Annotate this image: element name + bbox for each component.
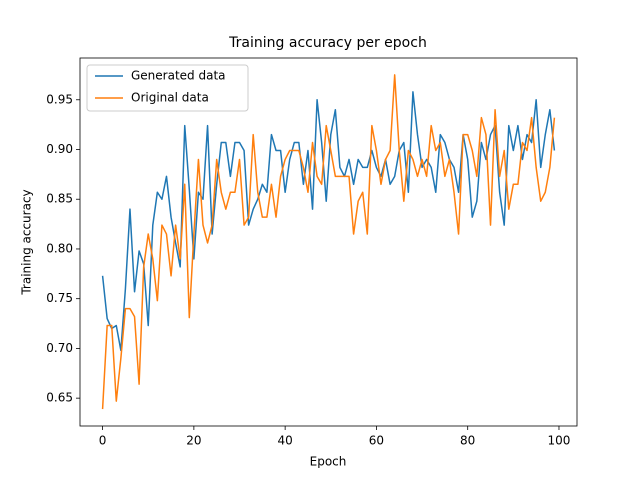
y-tick-label: 0.95	[46, 92, 73, 106]
x-tick-label: 60	[369, 434, 384, 448]
axes-frame	[79, 57, 578, 427]
legend-label: Generated data	[131, 69, 226, 83]
y-axis-label: Training accuracy	[20, 189, 34, 295]
x-tick-label: 0	[99, 434, 107, 448]
x-axis-label: Epoch	[310, 455, 347, 469]
chart-title: Training accuracy per epoch	[228, 35, 427, 51]
x-tick-label: 20	[186, 434, 201, 448]
series-line	[101, 74, 556, 410]
y-tick-label: 0.75	[46, 291, 73, 305]
legend-box	[86, 64, 249, 112]
y-tick-label: 0.80	[46, 241, 73, 255]
x-tick-label: 100	[548, 434, 571, 448]
series-line	[101, 91, 556, 352]
legend-label: Original data	[131, 91, 209, 105]
y-tick-label: 0.90	[46, 142, 73, 156]
y-tick-label: 0.70	[46, 341, 73, 355]
x-tick-label: 80	[460, 434, 475, 448]
y-tick-label: 0.65	[46, 391, 73, 405]
y-tick-label: 0.85	[46, 192, 73, 206]
x-tick-label: 40	[278, 434, 293, 448]
